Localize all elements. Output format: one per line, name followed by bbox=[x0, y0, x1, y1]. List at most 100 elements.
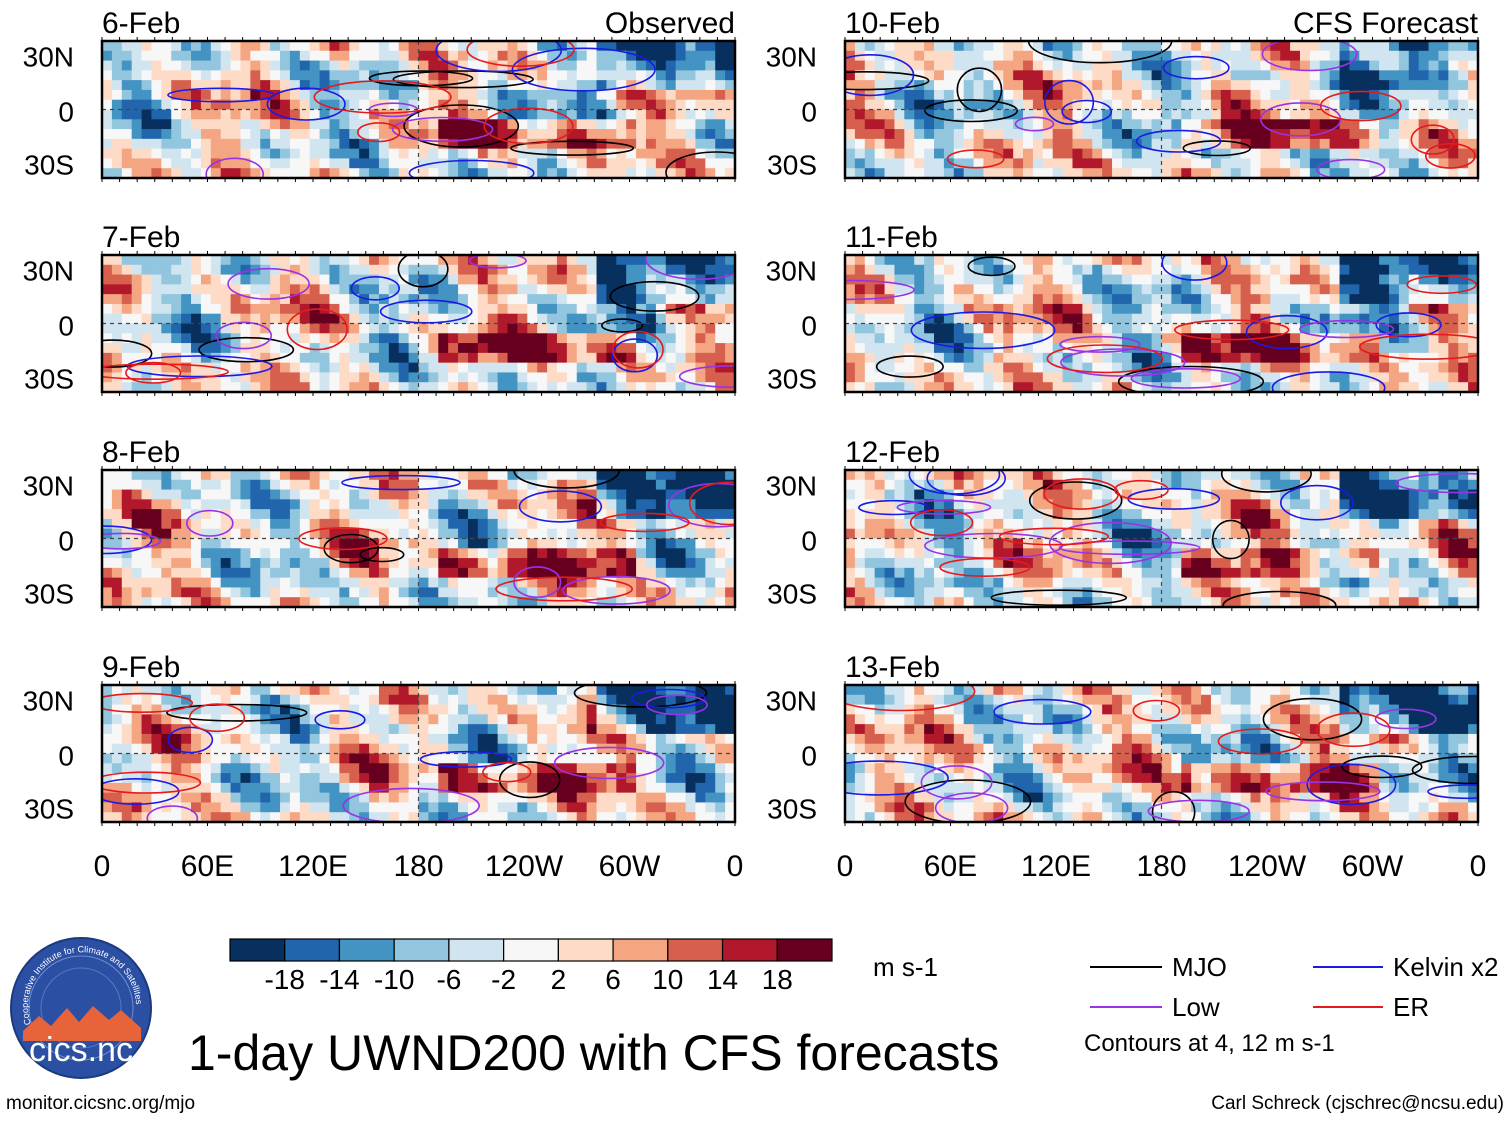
field-cell bbox=[181, 294, 192, 305]
field-cell bbox=[280, 41, 291, 52]
field-cell bbox=[685, 704, 697, 715]
field-cell bbox=[398, 704, 410, 715]
field-cell bbox=[220, 724, 232, 735]
field-cell bbox=[448, 763, 459, 774]
field-cell bbox=[924, 41, 935, 52]
field-cell bbox=[319, 372, 331, 383]
field-cell bbox=[596, 538, 608, 549]
field-cell bbox=[1230, 41, 1242, 52]
field-cell bbox=[428, 264, 439, 276]
field-cell bbox=[280, 479, 291, 491]
field-cell bbox=[220, 41, 232, 52]
field-cell bbox=[1309, 50, 1321, 62]
field-cell bbox=[566, 704, 578, 715]
field-cell bbox=[675, 479, 687, 491]
field-cell bbox=[270, 70, 281, 81]
field-cell bbox=[576, 70, 588, 81]
field-cell bbox=[289, 89, 301, 101]
field-cell bbox=[1240, 50, 1252, 62]
field-cell bbox=[171, 294, 182, 305]
field-cell bbox=[299, 773, 311, 784]
field-cell bbox=[458, 158, 469, 169]
field-cell bbox=[448, 685, 459, 696]
field-cell bbox=[329, 597, 340, 607]
field-cell bbox=[428, 50, 439, 62]
field-cell bbox=[161, 362, 172, 374]
field-cell bbox=[1398, 109, 1410, 120]
field-cell bbox=[210, 294, 222, 305]
field-cell bbox=[566, 158, 578, 169]
field-cell bbox=[675, 714, 687, 725]
field-cell bbox=[616, 694, 627, 706]
field-cell bbox=[705, 41, 716, 52]
field-cell bbox=[1280, 138, 1291, 150]
field-cell bbox=[1240, 80, 1252, 91]
field-cell bbox=[924, 129, 935, 140]
field-cell bbox=[289, 168, 301, 178]
field-cell bbox=[1388, 148, 1400, 160]
field-cell bbox=[408, 499, 420, 510]
field-cell bbox=[280, 70, 291, 81]
field-cell bbox=[398, 50, 410, 62]
field-cell bbox=[894, 119, 905, 130]
field-cell bbox=[200, 264, 212, 276]
field-cell bbox=[517, 704, 528, 715]
field-cell bbox=[537, 99, 548, 111]
field-cell bbox=[200, 60, 212, 71]
field-cell bbox=[1339, 109, 1351, 120]
field-cell bbox=[1131, 158, 1143, 169]
field-cell bbox=[161, 470, 172, 481]
field-cell bbox=[121, 89, 133, 101]
field-cell bbox=[111, 138, 123, 150]
field-cell bbox=[102, 343, 113, 354]
field-cell bbox=[428, 518, 439, 530]
field-cell bbox=[161, 129, 172, 140]
field-cell bbox=[487, 792, 499, 804]
field-cell bbox=[517, 41, 528, 52]
field-cell bbox=[1408, 70, 1420, 81]
field-cell bbox=[517, 714, 528, 725]
field-cell bbox=[616, 60, 627, 71]
field-cell bbox=[220, 558, 232, 569]
field-cell bbox=[725, 109, 735, 120]
field-cell bbox=[547, 528, 558, 540]
field-cell bbox=[131, 382, 143, 392]
field-cell bbox=[438, 694, 449, 706]
y-tick-label: 30N bbox=[766, 42, 817, 73]
field-cell bbox=[705, 294, 716, 305]
field-cell bbox=[606, 41, 617, 52]
field-cell bbox=[636, 577, 647, 589]
field-cell bbox=[507, 597, 519, 607]
field-cell bbox=[141, 773, 153, 784]
field-cell bbox=[507, 352, 519, 364]
field-cell bbox=[467, 89, 479, 101]
field-cell bbox=[319, 323, 331, 334]
field-cell bbox=[151, 313, 162, 325]
field-cell bbox=[963, 70, 975, 81]
field-cell bbox=[398, 499, 410, 510]
field-cell bbox=[309, 294, 321, 305]
contour-low bbox=[146, 805, 199, 822]
field-cell bbox=[845, 138, 856, 150]
field-cell bbox=[1062, 129, 1074, 140]
field-cell bbox=[230, 362, 242, 374]
field-cell bbox=[388, 89, 400, 101]
field-cell bbox=[458, 577, 469, 589]
field-cell bbox=[497, 489, 509, 500]
field-cell bbox=[448, 528, 459, 540]
field-cell bbox=[151, 548, 162, 559]
field-cell bbox=[914, 255, 925, 266]
field-cell bbox=[487, 548, 499, 559]
field-cell bbox=[200, 294, 212, 305]
field-cell bbox=[685, 724, 697, 735]
field-cell bbox=[487, 372, 499, 383]
field-cell bbox=[527, 323, 538, 334]
field-cell bbox=[477, 597, 489, 607]
field-cell bbox=[685, 812, 697, 822]
field-cell bbox=[556, 509, 568, 520]
field-cell bbox=[527, 313, 538, 325]
field-cell bbox=[329, 148, 340, 160]
field-cell bbox=[1329, 109, 1341, 120]
field-cell bbox=[596, 802, 608, 813]
